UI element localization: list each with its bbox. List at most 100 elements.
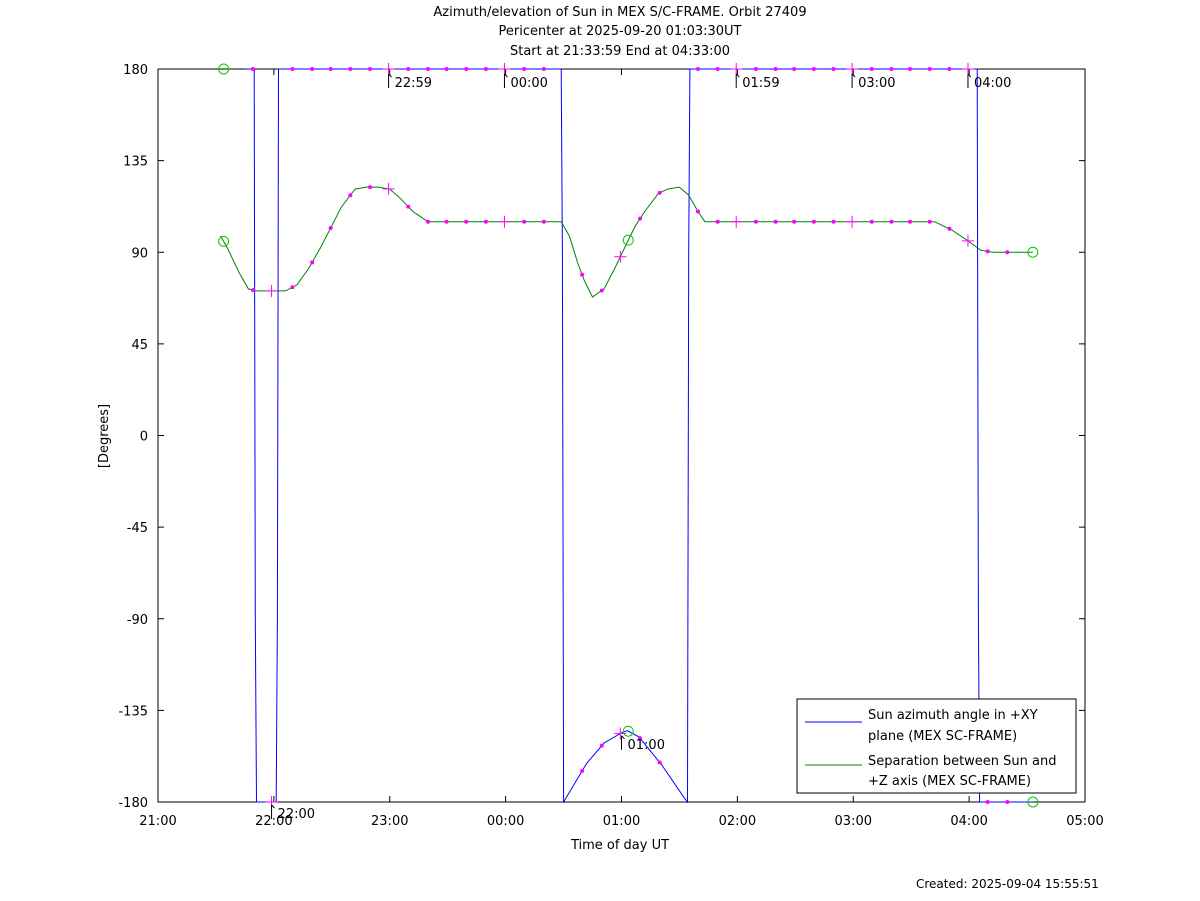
annotation-label: 01:00 (628, 738, 665, 753)
marker-dot (541, 67, 546, 71)
marker-dot (811, 219, 816, 224)
marker-dot (638, 736, 643, 741)
chart-subtitle-start-end: Start at 21:33:59 End at 04:33:00 (509, 44, 731, 59)
marker-dot (773, 67, 778, 71)
x-tick-label: 01:00 (603, 814, 640, 829)
marker-dot (368, 185, 373, 190)
x-tick-label: 05:00 (1066, 814, 1103, 829)
marker-dot (251, 288, 256, 293)
time-markers (218, 63, 1039, 808)
marker-dot (444, 67, 449, 71)
marker-dot (328, 226, 333, 231)
axes-frame (157, 68, 1086, 803)
marker-dot (464, 219, 469, 224)
y-tick-label: -180 (118, 796, 148, 811)
marker-dot (425, 67, 430, 71)
marker-dot (464, 67, 469, 71)
annotation-pointer-head (621, 735, 625, 740)
marker-dot (251, 67, 256, 71)
annotation-label: 01:59 (742, 76, 779, 91)
created-timestamp: Created: 2025-09-04 15:55:51 (916, 877, 1099, 891)
marker-dot (348, 67, 353, 71)
marker-dot (328, 67, 333, 71)
marker-dot (657, 760, 662, 765)
marker-dot (985, 249, 990, 254)
marker-dot (869, 67, 874, 71)
marker-dot (522, 219, 527, 224)
legend-label-separation-line-1: Separation between Sun and (868, 754, 1056, 769)
marker-dot (792, 67, 797, 71)
annotation-pointer-head (504, 73, 508, 78)
marker-dot (368, 67, 373, 71)
series-line-azimuth (244, 68, 1033, 804)
marker-dot (811, 67, 816, 71)
legend-label-separation-line-2: +Z axis (MEX SC-FRAME) (868, 774, 1031, 789)
marker-dot (753, 219, 758, 224)
marker-dot (483, 67, 488, 71)
annotation-label: 22:59 (395, 76, 432, 91)
marker-dot (580, 769, 585, 774)
marker-dot (599, 288, 604, 293)
marker-dot (425, 219, 430, 224)
legend-box (796, 698, 1077, 794)
marker-dot (599, 743, 604, 748)
marker-dot (715, 219, 720, 224)
x-tick-label: 03:00 (835, 814, 872, 829)
marker-dot (869, 219, 874, 224)
annotation-pointer-head (388, 73, 392, 78)
annotation-pointer-head (271, 804, 275, 809)
tick-labels: 21:00 22:00 23:00 00:00 01:00 02:00 03:00 04:00… (118, 63, 1103, 829)
y-tick-label: 180 (123, 63, 148, 78)
marker-dot (927, 219, 932, 224)
marker-dot (792, 219, 797, 224)
marker-circle (622, 234, 634, 246)
marker-dot (580, 272, 585, 277)
y-axis-label: [Degrees] (97, 404, 112, 468)
annotation-label: 22:00 (278, 807, 315, 822)
y-tick-label: 135 (123, 155, 148, 170)
x-axis-label: Time of day UT (570, 838, 669, 853)
marker-dot (638, 216, 643, 221)
y-tick-label: -135 (118, 704, 148, 719)
annotation-label: 03:00 (858, 76, 895, 91)
series-lines (220, 68, 1033, 804)
marker-circle (1027, 246, 1039, 258)
x-tick-label: 02:00 (719, 814, 756, 829)
marker-dot (908, 219, 913, 224)
y-tick-label: 0 (140, 430, 148, 445)
marker-dot (947, 226, 952, 231)
x-tick-label: 22:00 (255, 814, 292, 829)
x-tick-label: 23:00 (371, 814, 408, 829)
marker-dot (889, 67, 894, 71)
marker-dot (541, 219, 546, 224)
marker-dot (889, 219, 894, 224)
marker-dot (908, 67, 913, 71)
marker-dot (522, 67, 527, 71)
legend: Sun azimuth angle in +XY plane (MEX SC-F… (796, 698, 1077, 794)
marker-circle (218, 235, 230, 247)
marker-dot (695, 209, 700, 214)
marker-dot (947, 67, 952, 71)
marker-dot (406, 204, 411, 209)
plot-frame (157, 68, 1086, 803)
marker-dot (927, 67, 932, 71)
marker-dot (348, 193, 353, 198)
marker-circle (1027, 796, 1039, 808)
x-tick-label: 21:00 (139, 814, 176, 829)
marker-dot (715, 67, 720, 71)
marker-dot (831, 219, 836, 224)
marker-dot (773, 219, 778, 224)
marker-dot (1005, 800, 1010, 804)
marker-dot (310, 67, 315, 71)
chart-title: Azimuth/elevation of Sun in MEX S/C-FRAM… (433, 5, 807, 20)
marker-dot (483, 219, 488, 224)
marker-dot (1005, 250, 1010, 255)
x-tick-label: 00:00 (487, 814, 524, 829)
annotation-pointer-head (851, 73, 856, 78)
y-tick-label: -90 (127, 613, 148, 628)
marker-dot (831, 67, 836, 71)
marker-dot (985, 800, 990, 804)
chart-subtitle-pericenter: Pericenter at 2025-09-20 01:03:30UT (498, 24, 742, 39)
y-tick-label: -45 (127, 521, 148, 536)
